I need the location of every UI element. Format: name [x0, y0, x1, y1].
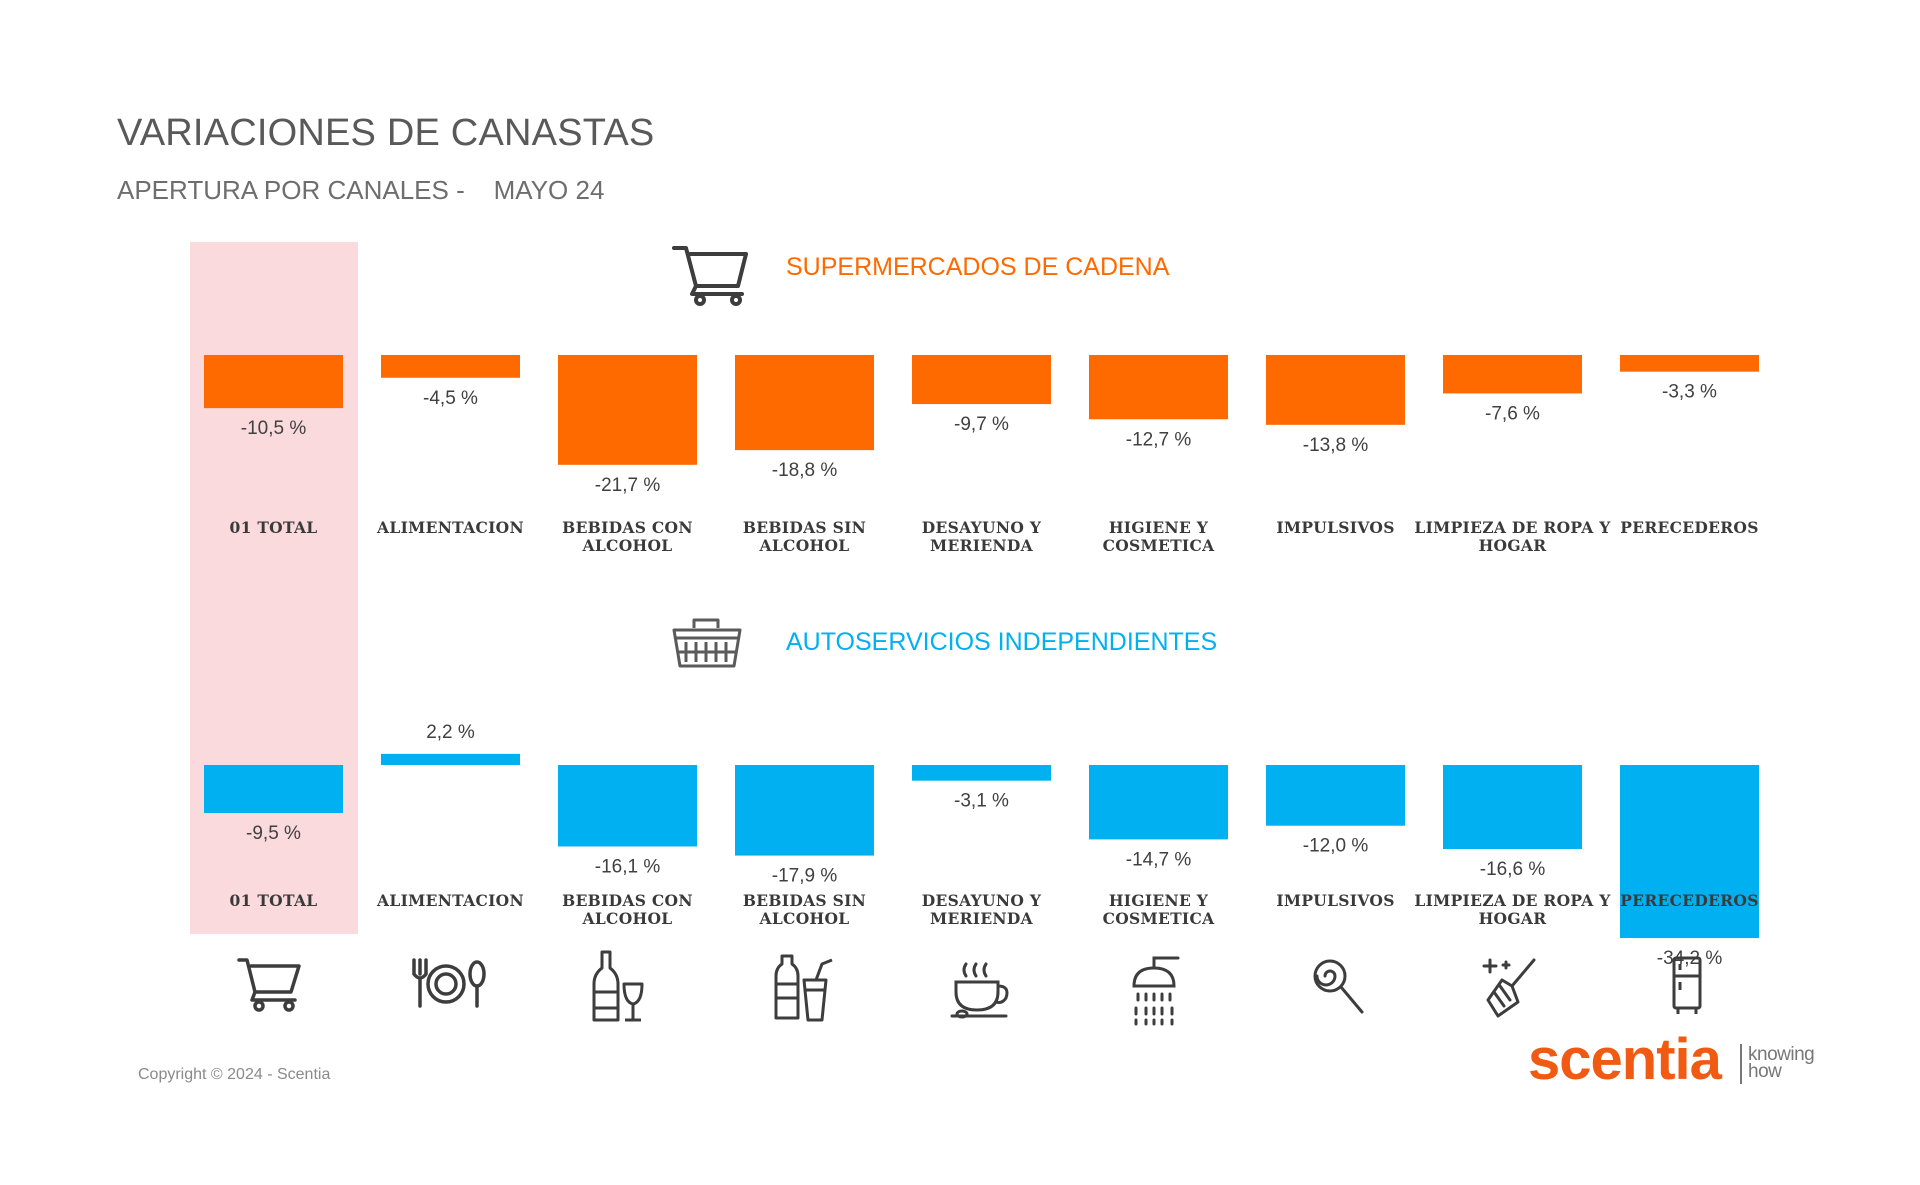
bar-supermercados-6 — [1089, 355, 1228, 420]
bar-autoservicios-5 — [912, 765, 1051, 781]
bar-supermercados-9 — [1620, 355, 1759, 372]
shopping-basket-icon — [672, 618, 742, 668]
shopping-cart-icon — [672, 246, 748, 306]
bar-autoservicios-1 — [204, 765, 343, 814]
value-label-supermercados-8: -7,6 % — [1485, 403, 1540, 424]
bar-supermercados-5 — [912, 355, 1051, 405]
bar-autoservicios-6 — [1089, 765, 1228, 840]
page-subtitle: APERTURA POR CANALES - MAYO 24 — [117, 175, 604, 206]
category-label-autoservicios-4: ALCOHOL — [759, 909, 850, 928]
bar-autoservicios-3 — [558, 765, 697, 847]
category-label-autoservicios-9: PERECEDEROS — [1620, 891, 1758, 910]
category-label-autoservicios-6: COSMETICA — [1103, 909, 1216, 928]
value-label-autoservicios-4: -17,9 % — [772, 866, 838, 887]
category-label-supermercados-9: PERECEDEROS — [1620, 518, 1758, 537]
fork-plate-spoon-icon — [412, 958, 486, 1008]
category-label-supermercados-6: HIGIENE Y — [1109, 518, 1209, 537]
wine-bottle-glass-icon — [592, 950, 644, 1022]
category-label-autoservicios-3: BEBIDAS CON — [562, 891, 693, 910]
category-label-autoservicios-7: IMPULSIVOS — [1276, 891, 1394, 910]
value-label-autoservicios-6: -14,7 % — [1126, 849, 1192, 870]
value-label-supermercados-4: -18,8 % — [772, 460, 838, 481]
coffee-cup-icon — [950, 962, 1009, 1019]
section-title-autoservicios: AUTOSERVICIOS INDEPENDIENTES — [786, 628, 1217, 656]
value-label-autoservicios-1: -9,5 % — [246, 823, 301, 844]
subtitle-period: MAYO 24 — [493, 175, 605, 205]
value-label-supermercados-7: -13,8 % — [1303, 435, 1369, 456]
category-label-supermercados-1: 01 TOTAL — [229, 518, 317, 537]
bar-supermercados-4 — [735, 355, 874, 451]
value-label-supermercados-6: -12,7 % — [1126, 429, 1192, 450]
category-label-supermercados-7: IMPULSIVOS — [1276, 518, 1394, 537]
category-label-supermercados-4: ALCOHOL — [759, 536, 850, 555]
bar-autoservicios-9 — [1620, 765, 1759, 939]
category-label-supermercados-2: ALIMENTACION — [376, 518, 524, 537]
tagline-how: how — [1748, 1061, 1782, 1082]
shower-icon — [1132, 956, 1180, 1026]
value-label-autoservicios-7: -12,0 % — [1303, 836, 1369, 857]
shopping-cart-icon — [237, 958, 301, 1012]
category-label-supermercados-5: MERIENDA — [930, 536, 1034, 555]
category-label-supermercados-3: ALCOHOL — [582, 536, 673, 555]
category-label-autoservicios-8: LIMPIEZA DE ROPA Y — [1414, 891, 1611, 910]
section-title-supermercados: SUPERMERCADOS DE CADENA — [786, 253, 1170, 281]
bar-supermercados-3 — [558, 355, 697, 465]
category-label-supermercados-8: HOGAR — [1479, 536, 1547, 555]
bar-supermercados-1 — [204, 355, 343, 409]
refrigerator-icon — [1672, 956, 1702, 1014]
value-label-autoservicios-2: 2,2 % — [426, 722, 475, 743]
page-title: VARIACIONES DE CANASTAS — [117, 112, 655, 154]
subtitle-prefix: APERTURA POR CANALES - — [117, 175, 465, 205]
category-label-autoservicios-8: HOGAR — [1479, 909, 1547, 928]
category-label-supermercados-4: BEBIDAS SIN — [743, 518, 866, 537]
value-label-supermercados-3: -21,7 % — [595, 475, 661, 496]
category-label-autoservicios-3: ALCOHOL — [582, 909, 673, 928]
category-label-autoservicios-6: HIGIENE Y — [1109, 891, 1209, 910]
scentia-logo: scentia — [1528, 1027, 1722, 1092]
tagline-knowing: knowing — [1748, 1044, 1815, 1065]
bar-autoservicios-2 — [381, 753, 520, 765]
value-label-autoservicios-8: -16,6 % — [1480, 859, 1546, 880]
lollipop-icon — [1313, 959, 1364, 1014]
value-label-supermercados-9: -3,3 % — [1662, 382, 1717, 403]
category-label-autoservicios-4: BEBIDAS SIN — [743, 891, 866, 910]
value-label-supermercados-1: -10,5 % — [241, 418, 307, 439]
bar-supermercados-2 — [381, 355, 520, 378]
category-label-supermercados-8: LIMPIEZA DE ROPA Y — [1414, 518, 1611, 537]
value-label-supermercados-2: -4,5 % — [423, 388, 478, 409]
logo-divider — [1740, 1044, 1742, 1084]
copyright-text: Copyright © 2024 - Scentia — [138, 1066, 331, 1083]
logo-tagline: knowing how — [1748, 1044, 1815, 1082]
value-label-autoservicios-3: -16,1 % — [595, 856, 661, 877]
category-label-autoservicios-5: DESAYUNO Y — [922, 891, 1042, 910]
category-label-supermercados-6: COSMETICA — [1103, 536, 1216, 555]
bar-supermercados-8 — [1443, 355, 1582, 394]
broom-sparkle-icon — [1482, 958, 1536, 1018]
bar-autoservicios-8 — [1443, 765, 1582, 849]
bar-autoservicios-4 — [735, 765, 874, 856]
category-label-autoservicios-2: ALIMENTACION — [376, 891, 524, 910]
category-label-supermercados-3: BEBIDAS CON — [562, 518, 693, 537]
category-label-autoservicios-5: MERIENDA — [930, 909, 1034, 928]
bar-autoservicios-7 — [1266, 765, 1405, 826]
value-label-autoservicios-5: -3,1 % — [954, 791, 1009, 812]
category-label-autoservicios-1: 01 TOTAL — [229, 891, 317, 910]
soda-bottle-cup-icon — [774, 954, 833, 1022]
category-label-supermercados-5: DESAYUNO Y — [922, 518, 1042, 537]
value-label-supermercados-5: -9,7 % — [954, 414, 1009, 435]
bar-supermercados-7 — [1266, 355, 1405, 425]
